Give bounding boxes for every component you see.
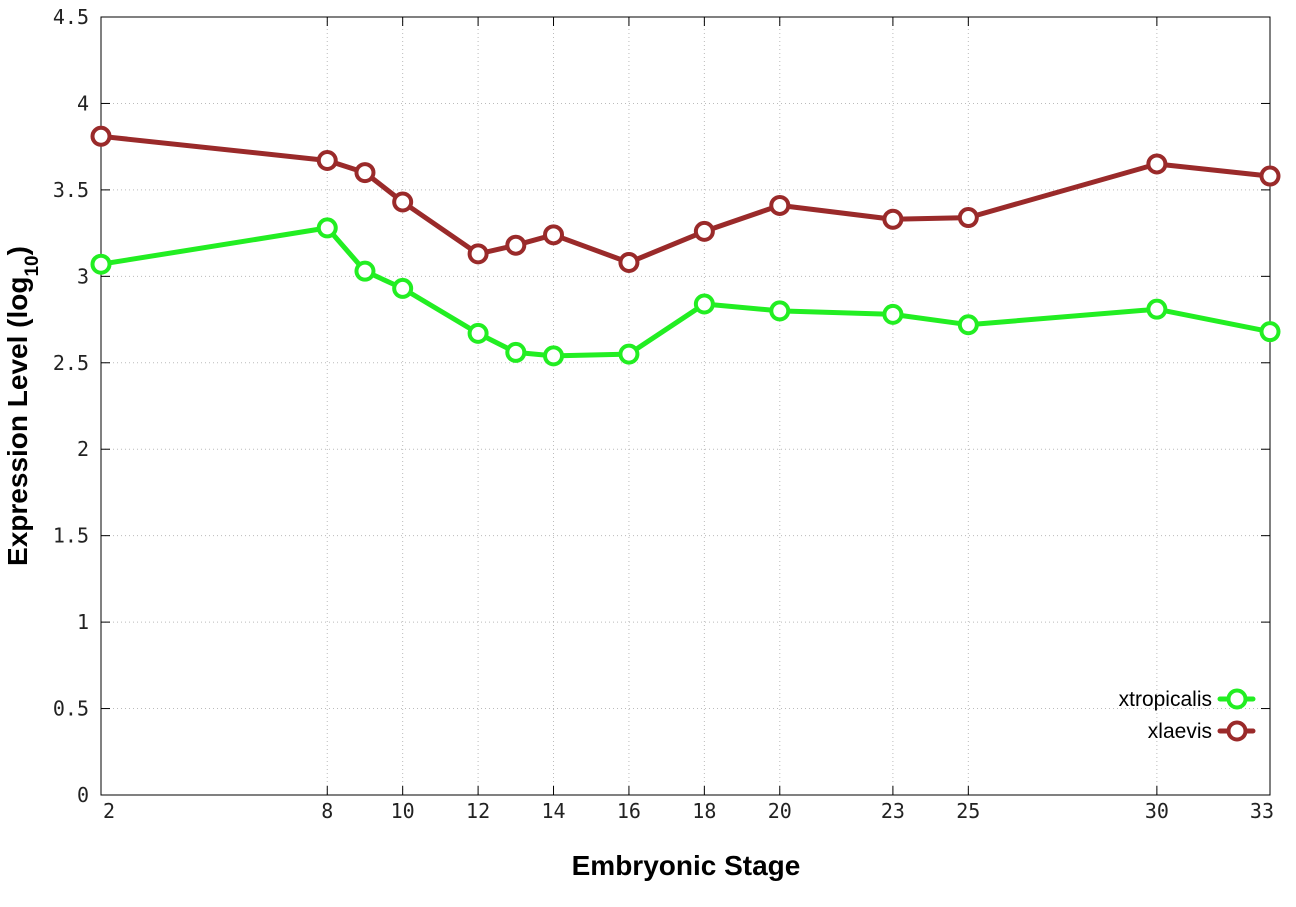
data-point-xlaevis [618, 252, 640, 274]
data-point-xlaevis [882, 208, 904, 230]
series-line-xlaevis [98, 133, 1273, 265]
data-point-xtropicalis [882, 303, 904, 325]
series-xtropicalis [90, 217, 1281, 367]
data-point-xlaevis [392, 191, 414, 213]
plot-frame [100, 16, 1271, 796]
data-point-xlaevis [505, 234, 527, 256]
data-point-xlaevis [769, 194, 791, 216]
y-tick-label: 0 [77, 783, 89, 807]
x-tick-label: 20 [768, 799, 792, 823]
y-axis-title-main: Expression Level (log [2, 277, 33, 566]
axis-ticks: 0 0.5 1 1.5 2 2.5 3 3.5 4 4.5 2 8 10 12 14 16 18 20 23 25 30… [53, 5, 1274, 823]
series-line-xtropicalis [98, 225, 1273, 359]
y-tick-label: 1.5 [53, 524, 89, 548]
x-tick-label: 16 [617, 799, 641, 823]
y-axis-title-subscript: 10 [22, 255, 43, 276]
legend: xtropicalis xlaevis [1119, 688, 1256, 743]
x-tick-label: 2 [103, 799, 115, 823]
data-point-xtropicalis [467, 322, 489, 344]
y-tick-label: 3.5 [53, 178, 89, 202]
data-point-xtropicalis [769, 300, 791, 322]
grid [101, 17, 1270, 795]
data-point-xlaevis [316, 149, 338, 171]
y-tick-label: 0.5 [53, 697, 89, 721]
data-point-xtropicalis [90, 253, 112, 275]
y-tick-label: 4.5 [53, 5, 89, 29]
x-tick-label: 23 [881, 799, 905, 823]
y-tick-label: 2 [77, 437, 89, 461]
x-tick-label: 10 [391, 799, 415, 823]
y-axis-title-close: ) [2, 246, 33, 255]
legend-label: xtropicalis [1119, 688, 1212, 711]
data-point-xtropicalis [957, 314, 979, 336]
data-point-xtropicalis [693, 293, 715, 315]
data-point-xtropicalis [505, 341, 527, 363]
x-tick-label: 12 [466, 799, 490, 823]
data-point-xlaevis [543, 224, 565, 246]
x-tick-label: 14 [541, 799, 565, 823]
series-lines [90, 125, 1281, 367]
y-axis-title: Expression Level (log10) [2, 246, 43, 566]
y-tick-label: 2.5 [53, 351, 89, 375]
x-tick-label: 33 [1250, 799, 1274, 823]
legend-label: xlaevis [1148, 720, 1212, 743]
x-tick-label: 18 [692, 799, 716, 823]
data-point-xtropicalis [1146, 298, 1168, 320]
data-point-xtropicalis [618, 343, 640, 365]
data-point-xtropicalis [316, 217, 338, 239]
legend-swatch-marker [1226, 688, 1248, 710]
x-axis-title: Embryonic Stage [572, 850, 801, 881]
data-point-xlaevis [1259, 165, 1281, 187]
series-xlaevis [90, 125, 1281, 274]
data-point-xlaevis [693, 220, 715, 242]
y-tick-label: 3 [77, 264, 89, 288]
legend-item-xtropicalis: xtropicalis [1119, 688, 1256, 711]
data-point-xtropicalis [354, 260, 376, 282]
data-point-xlaevis [467, 243, 489, 265]
y-tick-label: 1 [77, 610, 89, 634]
y-tick-label: 4 [77, 91, 89, 115]
x-tick-label: 25 [956, 799, 980, 823]
data-point-xlaevis [957, 207, 979, 229]
data-point-xlaevis [90, 125, 112, 147]
x-tick-label: 30 [1145, 799, 1169, 823]
legend-swatch-marker [1226, 720, 1248, 742]
data-point-xtropicalis [392, 277, 414, 299]
data-point-xtropicalis [1259, 321, 1281, 343]
data-point-xtropicalis [543, 345, 565, 367]
legend-item-xlaevis: xlaevis [1148, 720, 1256, 743]
data-point-xlaevis [1146, 153, 1168, 175]
x-tick-label: 8 [321, 799, 333, 823]
data-point-xlaevis [354, 162, 376, 184]
